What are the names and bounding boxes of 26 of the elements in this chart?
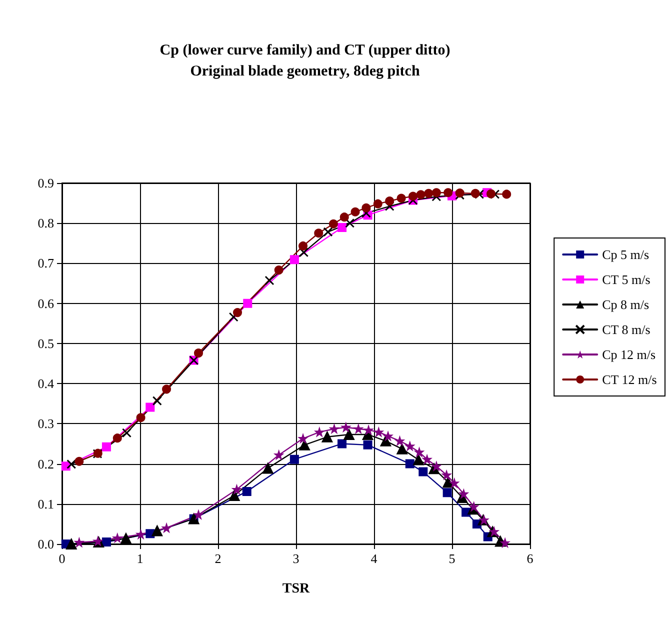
x-tick-label: 0: [58, 551, 66, 566]
y-tick-label: 0.8: [38, 216, 54, 231]
legend-label: Cp 12 m/s: [602, 347, 656, 362]
y-tick-label: 0.4: [38, 376, 54, 392]
y-tick-label: 0.5: [38, 336, 54, 351]
y-tick-label: 0.0: [38, 536, 54, 552]
y-tick-label: 0.2: [38, 456, 54, 472]
x-tick-label: 1: [136, 551, 144, 566]
x-axis-title: TSR: [282, 582, 311, 596]
y-tick-label: 0.1: [38, 496, 54, 512]
x-tick-label: 6: [526, 551, 534, 566]
y-tick-label: 0.7: [38, 256, 54, 271]
y-tick-label: 0.9: [38, 176, 54, 190]
y-tick-label: 0.6: [38, 296, 54, 311]
legend-label: CT 8 m/s: [602, 322, 650, 337]
x-tick-label: 5: [448, 551, 456, 566]
x-tick-label: 4: [370, 551, 378, 566]
legend-label: CT 12 m/s: [602, 372, 657, 387]
legend-label: Cp 8 m/s: [602, 297, 650, 312]
x-tick-label: 3: [292, 551, 300, 566]
legend-label: Cp 5 m/s: [602, 247, 650, 262]
chart-title: Cp (lower curve family) and CT (upper ditto): [160, 42, 450, 58]
x-tick-label: 2: [214, 551, 222, 566]
legend-label: CT 5 m/s: [602, 272, 650, 287]
chart-subtitle: Original blade geometry, 8deg pitch: [190, 64, 420, 80]
y-tick-label: 0.3: [38, 416, 54, 432]
